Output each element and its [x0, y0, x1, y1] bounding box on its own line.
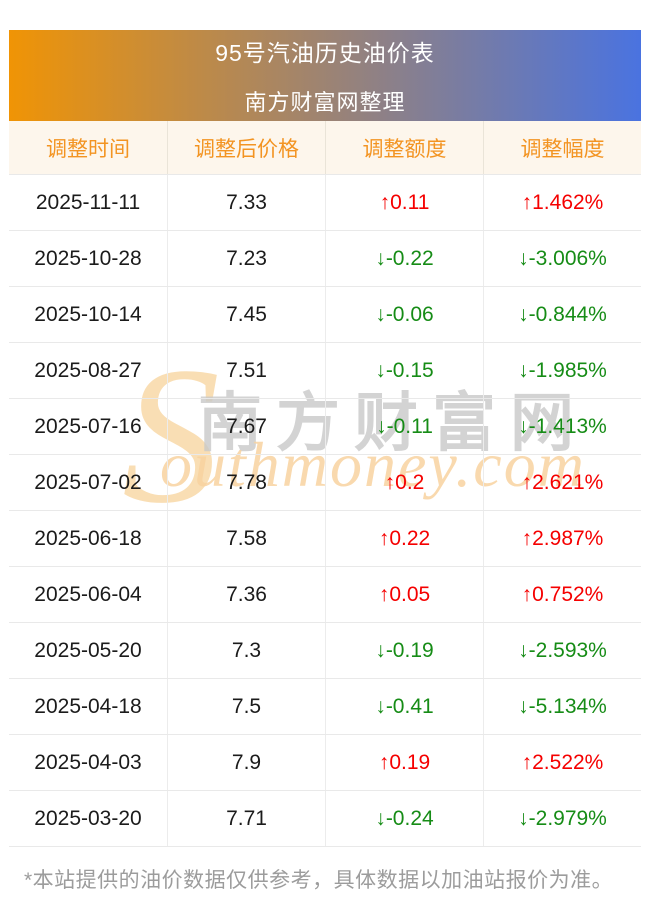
cell-percent: ↑2.987% [483, 511, 641, 566]
cell-change: ↓-0.41 [325, 679, 483, 734]
cell-date: 2025-07-02 [34, 470, 142, 494]
cell-price: 7.67 [167, 399, 325, 454]
cell-price: 7.71 [167, 791, 325, 846]
cell-price: 7.45 [167, 287, 325, 342]
cell-percent: ↓-1.413% [483, 399, 641, 454]
table-row: 2025-07-16 7.67 ↓-0.11 ↓-1.413% [9, 398, 641, 454]
cell-price: 7.36 [167, 567, 325, 622]
cell-percent: ↑2.621% [483, 455, 641, 510]
cell-percent: ↓-0.844% [483, 287, 641, 342]
column-header-3: 调整幅度 [483, 121, 641, 174]
cell-date: 2025-10-28 [34, 246, 142, 270]
cell-date: 2025-08-27 [34, 358, 142, 382]
cell-price: 7.3 [167, 623, 325, 678]
cell-change: ↑0.05 [325, 567, 483, 622]
cell-change: ↓-0.15 [325, 343, 483, 398]
table-row: 2025-07-02 7.78 ↑0.2 ↑2.621% [9, 454, 641, 510]
cell-percent: ↓-1.985% [483, 343, 641, 398]
cell-change: ↑0.11 [325, 175, 483, 230]
cell-price: 7.33 [167, 175, 325, 230]
cell-percent: ↓-2.593% [483, 623, 641, 678]
table-row: 2025-04-18 7.5 ↓-0.41 ↓-5.134% [9, 678, 641, 734]
column-header-2: 调整额度 [325, 121, 483, 174]
table-row: 2025-10-28 7.23 ↓-0.22 ↓-3.006% [9, 230, 641, 286]
cell-date: 2025-07-16 [34, 414, 142, 438]
table-row: 2025-06-18 7.58 ↑0.22 ↑2.987% [9, 510, 641, 566]
column-header-0: 调整时间 [46, 137, 130, 161]
cell-change: ↓-0.06 [325, 287, 483, 342]
cell-change: ↑0.2 [325, 455, 483, 510]
table-row: 2025-04-03 7.9 ↑0.19 ↑2.522% [9, 734, 641, 790]
table-row: 2025-05-20 7.3 ↓-0.19 ↓-2.593% [9, 622, 641, 678]
cell-percent: ↑1.462% [483, 175, 641, 230]
table-body: 2025-11-11 7.33 ↑0.11 ↑1.462% 2025-10-28 7.23… [9, 174, 641, 847]
cell-price: 7.58 [167, 511, 325, 566]
cell-price: 7.5 [167, 679, 325, 734]
cell-price: 7.9 [167, 735, 325, 790]
cell-date: 2025-11-11 [35, 190, 141, 214]
cell-date: 2025-03-20 [34, 806, 142, 830]
cell-percent: ↓-2.979% [483, 791, 641, 846]
banner: 95号汽油历史油价表 南方财富网整理 [9, 30, 641, 121]
cell-date: 2025-04-03 [34, 750, 142, 774]
cell-price: 7.23 [167, 231, 325, 286]
table-row: 2025-08-27 7.51 ↓-0.15 ↓-1.985% [9, 342, 641, 398]
cell-date: 2025-06-04 [34, 582, 142, 606]
table-row: 2025-03-20 7.71 ↓-0.24 ↓-2.979% [9, 790, 641, 846]
cell-change: ↓-0.24 [325, 791, 483, 846]
footnote: *本站提供的油价数据仅供参考，具体数据以加油站报价为准。 [24, 869, 614, 892]
cell-change: ↓-0.11 [325, 399, 483, 454]
cell-percent: ↑2.522% [483, 735, 641, 790]
cell-price: 7.78 [167, 455, 325, 510]
cell-date: 2025-05-20 [34, 638, 142, 662]
cell-date: 2025-04-18 [34, 694, 142, 718]
table-row: 2025-10-14 7.45 ↓-0.06 ↓-0.844% [9, 286, 641, 342]
cell-date: 2025-10-14 [34, 302, 142, 326]
table-row: 2025-11-11 7.33 ↑0.11 ↑1.462% [9, 174, 641, 230]
table-row: 2025-06-04 7.36 ↑0.05 ↑0.752% [9, 566, 641, 622]
page-subtitle: 南方财富网整理 [244, 90, 406, 115]
column-header-1: 调整后价格 [167, 121, 325, 174]
cell-date: 2025-06-18 [34, 526, 142, 550]
cell-change: ↑0.19 [325, 735, 483, 790]
cell-percent: ↓-3.006% [483, 231, 641, 286]
cell-change: ↓-0.22 [325, 231, 483, 286]
cell-percent: ↑0.752% [483, 567, 641, 622]
table-header-row: 调整时间 调整后价格 调整额度 调整幅度 [9, 121, 641, 174]
page-title: 95号汽油历史油价表 [215, 40, 435, 66]
cell-price: 7.51 [167, 343, 325, 398]
cell-percent: ↓-5.134% [483, 679, 641, 734]
cell-change: ↑0.22 [325, 511, 483, 566]
cell-change: ↓-0.19 [325, 623, 483, 678]
